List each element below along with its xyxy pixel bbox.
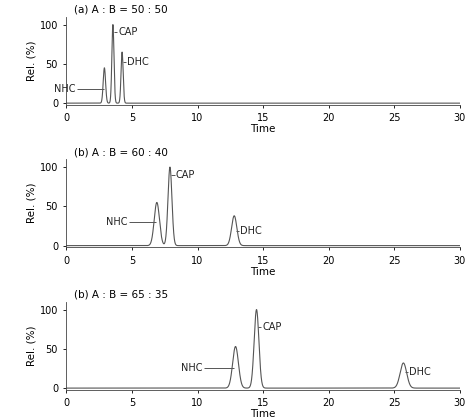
Text: CAP: CAP [176, 170, 195, 180]
Text: (a) A : B = 50 : 50: (a) A : B = 50 : 50 [74, 5, 168, 15]
Text: (b) A : B = 65 : 35: (b) A : B = 65 : 35 [74, 290, 168, 300]
Y-axis label: Rel. (%): Rel. (%) [27, 183, 37, 223]
Text: NHC: NHC [181, 363, 203, 373]
Text: DHC: DHC [409, 367, 431, 378]
X-axis label: Time: Time [250, 124, 276, 134]
Y-axis label: Rel. (%): Rel. (%) [27, 326, 37, 366]
Text: NHC: NHC [107, 217, 128, 227]
X-axis label: Time: Time [250, 267, 276, 277]
Y-axis label: Rel. (%): Rel. (%) [27, 41, 37, 81]
X-axis label: Time: Time [250, 409, 276, 419]
Text: (b) A : B = 60 : 40: (b) A : B = 60 : 40 [74, 147, 168, 157]
Text: CAP: CAP [118, 28, 137, 37]
Text: NHC: NHC [54, 84, 75, 94]
Text: CAP: CAP [263, 322, 282, 332]
Text: DHC: DHC [240, 227, 262, 236]
Text: DHC: DHC [128, 57, 149, 67]
